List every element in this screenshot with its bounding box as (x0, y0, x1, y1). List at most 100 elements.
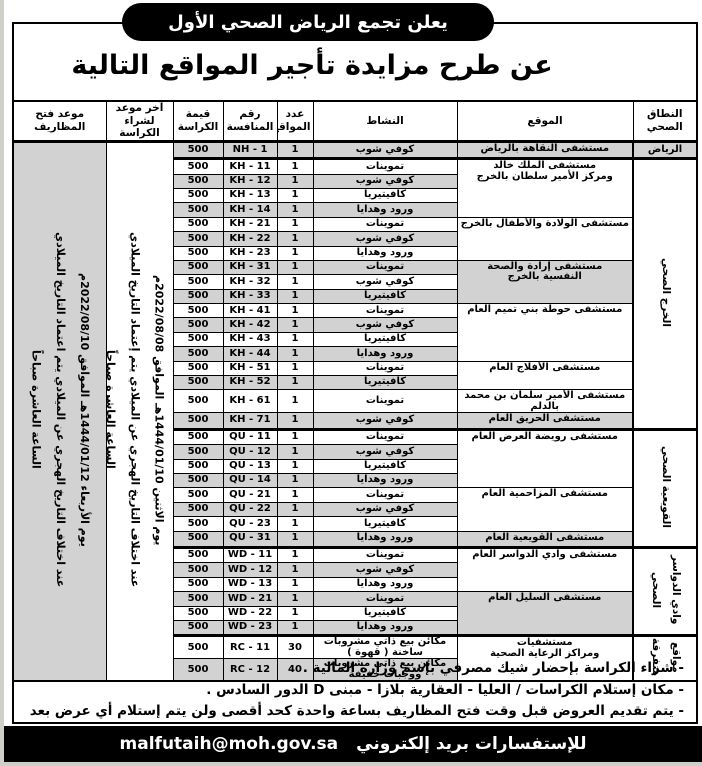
table-row: ورود وهدايا 1 KH - 23 500 (13, 245, 697, 261)
activity-cell: كوفي شوب (312, 317, 458, 333)
booklet-price-cell: 500 (172, 530, 224, 548)
site-count-cell: 1 (276, 173, 314, 189)
site-count-cell: 1 (276, 487, 314, 503)
site-count-cell: 1 (276, 331, 314, 348)
activity-cell: كوفي شوب (312, 274, 458, 290)
location-cell: مستشفى حوطة بني تميم العام (456, 303, 634, 362)
site-count-cell: 1 (276, 139, 314, 160)
competition-no-cell: WD - 22 (222, 605, 278, 621)
envelope-opening-cell: يوم الأربعاء 1444/01/12هـ الموافق 2022/0… (12, 139, 107, 682)
contact-email: malfutaih@moh.gov.sa (119, 734, 339, 754)
col-header-booklet-price: قيمة الكراسة (172, 100, 224, 143)
site-count-cell: 1 (276, 216, 314, 233)
table-row: كوفي شوب 1 QU - 22 500 (13, 501, 697, 518)
competition-no-cell: KH - 31 (222, 259, 278, 276)
booklet-price-cell: 500 (172, 658, 224, 682)
location-cell: مستشفى الأمير سلمان بن محمد بالدلم (456, 389, 634, 414)
competition-no-cell: WD - 13 (222, 576, 278, 593)
location-cell: مستشفى الحريق العام (456, 412, 634, 430)
competition-no-cell: WD - 21 (222, 591, 278, 607)
location-cell: مستشفى الأفلاج العام (456, 360, 634, 391)
table-row: مستشفى الولادة والأطفال بالخرج تموينات 1 KH… (13, 216, 697, 261)
competition-no-cell: KH - 42 (222, 317, 278, 333)
contact-bar: للإستفسارات بريد إلكتروني malfutaih@moh.… (4, 726, 702, 762)
activity-cell: مكائن بيع ذاتي مشروبات ساخنة ( قهوة ) (312, 634, 458, 660)
activity-cell: تموينات (312, 216, 458, 233)
tender-table-wrap: النطاق الصحي الموقع النشاط عدد المواقع ر… (12, 100, 698, 683)
announcer-badge: يعلن تجمع الرياض الصحي الأول (122, 3, 494, 41)
activity-cell: ورود وهدايا (312, 530, 458, 548)
table-row: الخرج الصحي مستشفى الملك خالد ومركز الأمي… (13, 157, 698, 430)
zone-cell: الرياض (632, 139, 698, 160)
location-cell: مستشفى الولادة والأطفال بالخرج (456, 216, 634, 261)
booklet-price-cell: 500 (172, 591, 224, 607)
site-count-cell: 30 (276, 634, 314, 660)
competition-no-cell: KH - 22 (222, 231, 278, 247)
contact-label: للإستفسارات بريد إلكتروني (356, 734, 587, 754)
competition-no-cell: KH - 71 (222, 412, 278, 430)
site-count-cell: 1 (276, 288, 314, 305)
location-cell: مستشفى المزاحمية العام (456, 487, 634, 532)
competition-no-cell: KH - 33 (222, 288, 278, 305)
table-row: ورود وهدايا 1 WD - 13 500 (13, 576, 697, 593)
booklet-price-cell: 500 (172, 317, 224, 333)
booklet-price-cell: 500 (172, 576, 224, 593)
activity-cell: كوفي شوب (312, 412, 458, 430)
ad-page: يعلن تجمع الرياض الصحي الأول عن طرح مزاي… (4, 0, 702, 762)
activity-cell: تموينات (312, 487, 458, 503)
table-row: كوفي شوب 1 WD - 12 500 (13, 562, 697, 578)
zone-cell: القويعية الصحي (632, 427, 698, 548)
site-count-cell: 1 (276, 530, 314, 548)
site-count-cell: 40 (276, 658, 314, 682)
booklet-price-cell: 500 (172, 245, 224, 261)
competition-no-cell: WD - 11 (222, 545, 278, 564)
competition-no-cell: KH - 11 (222, 157, 278, 175)
competition-no-cell: KH - 21 (222, 216, 278, 233)
tender-table: النطاق الصحي الموقع النشاط عدد المواقع ر… (12, 100, 698, 683)
booklet-price-cell: 500 (172, 412, 224, 430)
booklet-price-cell: 500 (172, 389, 224, 414)
booklet-price-cell: 500 (172, 360, 224, 377)
activity-cell: ورود وهدايا (312, 346, 458, 362)
table-header-row: النطاق الصحي الموقع النشاط عدد المواقع ر… (12, 100, 698, 143)
booklet-price-cell: 500 (172, 444, 224, 460)
activity-cell: كافيتيريا (312, 375, 458, 391)
site-count-cell: 1 (276, 472, 314, 489)
table-row: ورود وهدايا 1 WD - 23 500 (13, 619, 697, 637)
activity-cell: كوفي شوب (312, 501, 458, 518)
table-row: كافيتيريا 1 WD - 22 500 (13, 605, 697, 621)
site-count-cell: 1 (276, 375, 314, 391)
activity-cell: تموينات (312, 427, 458, 446)
table-row: كوفي شوب 1 QU - 12 500 (13, 444, 697, 460)
table-row: مكائن بيع ذاتي مشروبات ووجبات خفيفة 40 RC … (13, 658, 697, 682)
activity-cell: تموينات (312, 259, 458, 276)
booklet-price-cell: 500 (172, 259, 224, 276)
activity-cell: كوفي شوب (312, 562, 458, 578)
activity-cell: ورود وهدايا (312, 472, 458, 489)
activity-cell: تموينات (312, 591, 458, 607)
site-count-cell: 1 (276, 576, 314, 593)
site-count-cell: 1 (276, 427, 314, 446)
booklet-price-cell: 500 (172, 288, 224, 305)
site-count-cell: 1 (276, 605, 314, 621)
site-count-cell: 1 (276, 444, 314, 460)
location-cell: مستشفيات ومراكز الرعاية الصحية (456, 634, 634, 682)
location-cell: مستشفى الملك خالد ومركز الأمير سلطان بال… (456, 157, 634, 218)
booklet-price-cell: 500 (172, 231, 224, 247)
table-row: مستشفى الحريق العام كوفي شوب 1 KH - 71 500 (13, 412, 697, 430)
booklet-price-cell: 500 (172, 173, 224, 189)
activity-cell: كوفي شوب (312, 231, 458, 247)
col-header-activity: النشاط (312, 100, 458, 143)
competition-no-cell: RC - 11 (222, 634, 278, 660)
table-row: القويعية الصحي مستشفى رويضة العرض العام تم… (13, 427, 698, 548)
competition-no-cell: KH - 43 (222, 331, 278, 348)
col-header-envelope-opening: موعد فتح المظاريف (12, 100, 107, 143)
competition-no-cell: QU - 21 (222, 487, 278, 503)
envelope-opening-text: يوم الأربعاء 1444/01/12هـ الموافق 2022/0… (29, 232, 92, 588)
zone-cell: الخرج الصحي (632, 157, 698, 430)
booklet-price-cell: 500 (172, 375, 224, 391)
site-count-cell: 1 (276, 317, 314, 333)
location-cell: مستشفى السليل العام (456, 591, 634, 637)
competition-no-cell: KH - 23 (222, 245, 278, 261)
site-count-cell: 1 (276, 619, 314, 637)
